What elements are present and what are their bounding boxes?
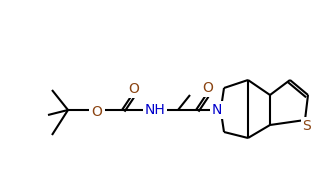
Text: N: N: [212, 103, 222, 117]
Text: O: O: [91, 105, 102, 119]
Text: O: O: [129, 82, 139, 96]
Text: O: O: [203, 81, 214, 95]
Text: NH: NH: [145, 103, 165, 117]
Text: S: S: [303, 119, 311, 133]
